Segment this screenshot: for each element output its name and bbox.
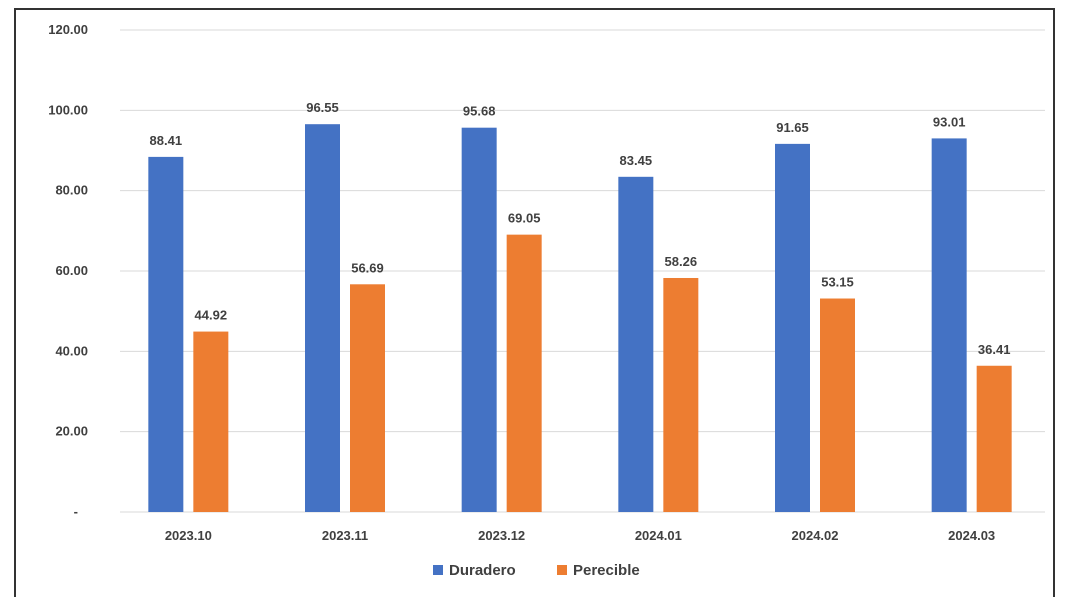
data-label: 69.05 xyxy=(508,211,541,226)
bar-perecible-2023.11 xyxy=(350,284,385,512)
data-label: 44.92 xyxy=(195,308,228,323)
x-tick-label: 2024.01 xyxy=(635,528,682,543)
y-tick-label: 120.00 xyxy=(48,22,88,37)
data-label: 83.45 xyxy=(620,153,653,168)
y-tick-label: 100.00 xyxy=(48,102,88,117)
bar-duradero-2024.03 xyxy=(931,138,967,512)
y-tick-label: 60.00 xyxy=(55,263,88,278)
x-tick-label: 2024.03 xyxy=(948,528,995,543)
bar-perecible-2024.03 xyxy=(976,365,1012,512)
legend: Duradero Perecible xyxy=(433,562,640,579)
y-tick-label: - xyxy=(74,504,78,519)
legend-swatch-duradero xyxy=(433,565,443,575)
data-label: 93.01 xyxy=(933,114,966,129)
x-tick-label: 2023.12 xyxy=(478,528,525,543)
bar-duradero-2024.01 xyxy=(618,176,654,512)
bar-perecible-2024.01 xyxy=(663,277,699,512)
bar-duradero-2023.11 xyxy=(305,124,340,513)
y-tick-label: 80.00 xyxy=(55,183,88,198)
bar-perecible-2023.10 xyxy=(193,331,229,512)
bar-perecible-2024.02 xyxy=(820,298,855,512)
legend-label-duradero: Duradero xyxy=(449,562,516,579)
gridlines xyxy=(120,29,1045,513)
bar-duradero-2024.02 xyxy=(775,143,810,512)
bars: 88.41 44.92 96.55 56.69 95.68 69.05 83.45 58.26… xyxy=(148,100,1012,513)
bar-perecible-2023.12 xyxy=(506,234,542,512)
y-axis: - 20.00 40.00 60.00 80.00 100.00 120.00 xyxy=(48,22,88,519)
y-tick-label: 40.00 xyxy=(55,343,88,358)
y-tick-label: 20.00 xyxy=(55,424,88,439)
data-label: 91.65 xyxy=(776,120,809,135)
legend-label-perecible: Perecible xyxy=(573,562,640,579)
data-label: 36.41 xyxy=(978,342,1011,357)
data-label: 95.68 xyxy=(463,104,496,119)
x-tick-label: 2023.11 xyxy=(322,528,368,543)
legend-swatch-perecible xyxy=(557,565,567,575)
data-label: 96.55 xyxy=(306,100,339,115)
data-label: 56.69 xyxy=(351,260,384,275)
data-label: 88.41 xyxy=(150,133,183,148)
x-tick-label: 2023.10 xyxy=(165,528,212,543)
x-axis: 2023.10 2023.11 2023.12 2024.01 2024.02 2024.… xyxy=(165,528,995,543)
bar-duradero-2023.12 xyxy=(461,127,497,512)
data-label: 58.26 xyxy=(665,254,698,269)
data-label: 53.15 xyxy=(821,275,854,290)
bar-duradero-2023.10 xyxy=(148,156,184,512)
x-tick-label: 2024.02 xyxy=(792,528,839,543)
